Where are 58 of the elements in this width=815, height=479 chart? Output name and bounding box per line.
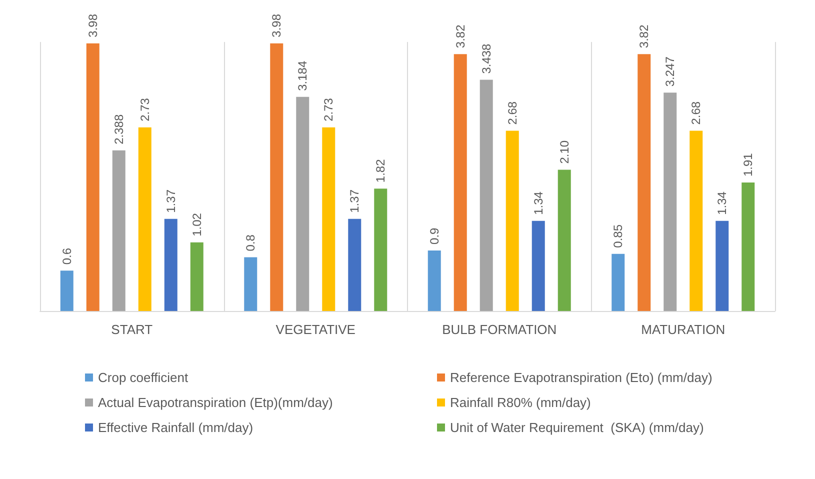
bar (244, 257, 258, 311)
bar (664, 92, 677, 311)
legend-label: Effective Rainfall (mm/day) (98, 420, 254, 435)
legend-label: Reference Evapotranspiration (Eto) (mm/day) (450, 370, 712, 385)
bar (348, 218, 362, 311)
data-label: 2.73 (138, 98, 152, 122)
bar (60, 270, 74, 311)
data-label: 0.85 (611, 224, 626, 248)
data-label: 2.68 (689, 101, 704, 125)
bar (190, 242, 204, 311)
bar (112, 150, 126, 311)
legend-label: Rainfall R80% (mm/day) (450, 395, 591, 410)
bar (374, 188, 388, 311)
data-label: 2.388 (112, 114, 126, 144)
data-label: 3.82 (453, 24, 468, 48)
bar (612, 254, 625, 311)
data-label: 1.91 (741, 152, 756, 177)
x-tick-label: BULB FORMATION (442, 322, 557, 337)
bar (164, 218, 178, 311)
data-label: 0.6 (60, 248, 74, 265)
bar (716, 220, 729, 311)
data-label: 1.82 (374, 158, 388, 183)
legend-label: Actual Evapotranspiration (Etp)(mm/day) (98, 395, 333, 410)
data-label: 3.82 (637, 24, 652, 48)
data-label: 2.73 (322, 98, 336, 122)
bar (322, 127, 336, 311)
data-label: 2.10 (557, 140, 572, 164)
x-tick-label: START (111, 322, 153, 337)
data-label: 3.247 (663, 56, 678, 87)
x-tick-label: MATURATION (641, 322, 726, 337)
data-label: 1.34 (531, 191, 546, 215)
data-label: 0.9 (427, 227, 442, 244)
bar (296, 96, 310, 311)
data-label: 3.438 (479, 43, 494, 74)
bar (558, 170, 571, 311)
x-tick-label: VEGETATIVE (276, 322, 356, 337)
data-label: 3.98 (86, 14, 100, 38)
bar (638, 54, 651, 311)
data-label: 1.34 (715, 191, 730, 215)
bar (506, 130, 519, 311)
legend-label: Crop coefficient (98, 370, 188, 385)
data-label: 1.37 (164, 189, 178, 213)
bar (86, 43, 100, 311)
data-label: 1.02 (190, 212, 204, 236)
data-label: 3.184 (296, 60, 310, 91)
data-label: 0.8 (244, 234, 258, 252)
legend-label: Unit of Water Requirement (SKA) (mm/day) (450, 420, 704, 435)
bar (270, 43, 284, 311)
bar (532, 220, 545, 311)
bar (480, 80, 493, 311)
bar (454, 54, 467, 311)
bar (742, 182, 755, 311)
bar (428, 250, 441, 311)
data-label: 2.68 (505, 101, 520, 125)
data-label: 3.98 (270, 14, 284, 38)
bar (138, 127, 152, 311)
bar (690, 130, 703, 311)
data-label: 1.37 (348, 189, 362, 213)
